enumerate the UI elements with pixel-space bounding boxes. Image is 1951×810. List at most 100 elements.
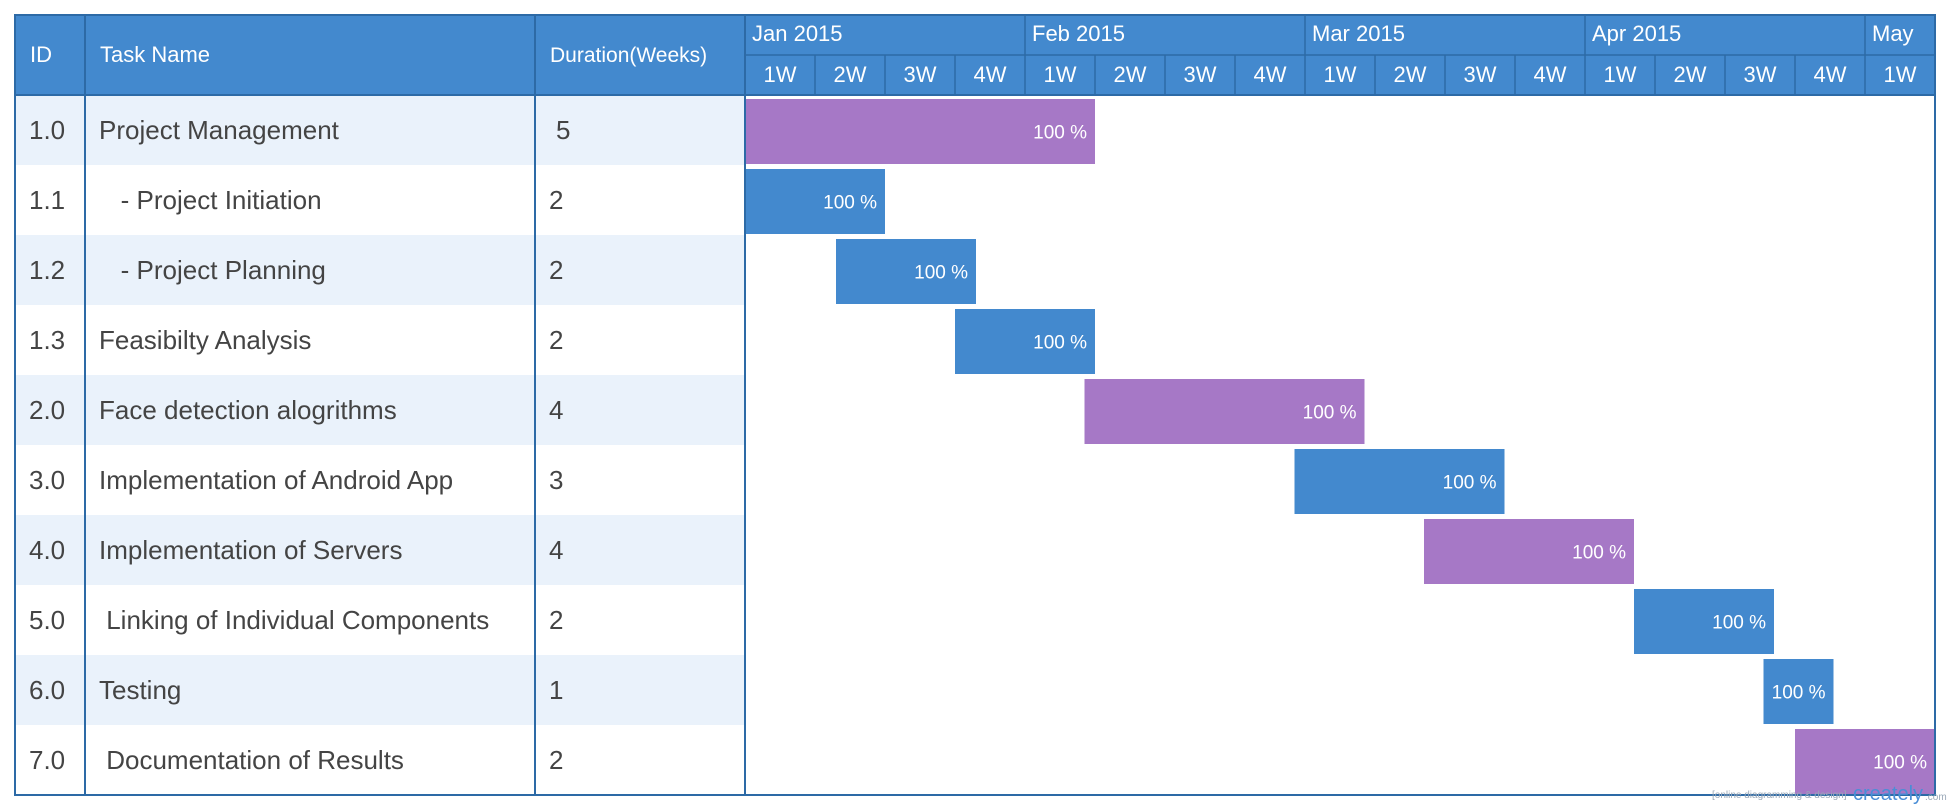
task-id: 3.0 <box>29 465 65 495</box>
column-header-id: ID <box>30 42 52 67</box>
month-label: Apr 2015 <box>1592 21 1681 46</box>
bar-rect <box>745 99 1095 164</box>
task-duration: 2 <box>549 605 563 635</box>
task-id: 1.1 <box>29 185 65 215</box>
task-id: 7.0 <box>29 745 65 775</box>
week-label: 3W <box>1744 62 1777 87</box>
bar-progress-label: 100 % <box>1443 473 1497 494</box>
task-name: Implementation of Servers <box>99 535 402 565</box>
bar-rect <box>1424 519 1634 584</box>
column-header-task-name: Task Name <box>100 42 210 67</box>
task-name: - Project Initiation <box>99 185 322 215</box>
table-row: 2.0 Face detection alogrithms 4 <box>29 395 563 425</box>
gantt-bar-1-0: 100 % <box>745 99 1095 164</box>
gantt-bar-1-1: 100 % <box>745 169 885 234</box>
table-row: 7.0 Documentation of Results 2 <box>29 745 563 775</box>
row-background <box>15 375 745 445</box>
week-label: 4W <box>974 62 1007 87</box>
task-duration: 2 <box>549 745 563 775</box>
watermark-logo: creately <box>1853 783 1923 805</box>
bar-progress-label: 100 % <box>1772 683 1826 704</box>
bar-rect <box>745 169 885 234</box>
week-label: 1W <box>1604 62 1637 87</box>
row-background <box>15 655 745 725</box>
month-label: May <box>1872 21 1914 46</box>
month-label: Mar 2015 <box>1312 21 1405 46</box>
bar-rect <box>836 239 976 304</box>
week-label: 2W <box>1114 62 1147 87</box>
gantt-bar-2-0: 100 % <box>1084 379 1365 444</box>
week-label: 2W <box>1674 62 1707 87</box>
column-header-duration: Duration(Weeks) <box>550 44 707 67</box>
task-name: Documentation of Results <box>99 745 404 775</box>
table-row: 4.0 Implementation of Servers 4 <box>29 535 563 565</box>
gantt-bar-3-0: 100 % <box>1294 449 1505 514</box>
task-duration: 5 <box>556 115 570 145</box>
week-label: 4W <box>1534 62 1567 87</box>
bar-progress-label: 100 % <box>1572 543 1626 564</box>
week-label: 4W <box>1814 62 1847 87</box>
bar-rect <box>955 309 1095 374</box>
gantt-bar-7-0: 100 % <box>1795 729 1935 794</box>
task-name: Implementation of Android App <box>99 465 453 495</box>
week-label: 1W <box>764 62 797 87</box>
row-background <box>15 515 745 585</box>
week-label: 3W <box>904 62 937 87</box>
table-row: 1.3 Feasibilty Analysis 2 <box>29 325 563 355</box>
week-label: 1W <box>1884 62 1917 87</box>
grid-lines <box>14 14 1936 796</box>
week-label: 3W <box>1464 62 1497 87</box>
watermark-suffix: .com <box>1925 792 1947 803</box>
table-row: 5.0 Linking of Individual Components 2 <box>29 605 563 635</box>
month-label: Jan 2015 <box>752 21 843 46</box>
gantt-bar-5-0: 100 % <box>1634 589 1774 654</box>
task-duration: 4 <box>549 535 563 565</box>
gantt-bar-1-3: 100 % <box>955 309 1095 374</box>
task-name: Project Management <box>99 115 340 145</box>
table-row: 1.0 Project Management 5 <box>29 115 570 145</box>
task-duration: 2 <box>549 255 563 285</box>
task-id: 1.0 <box>29 115 65 145</box>
row-background <box>15 235 745 305</box>
task-name: Testing <box>99 675 181 705</box>
bar-progress-label: 100 % <box>1303 403 1357 424</box>
bar-rect <box>1763 659 1834 724</box>
task-duration: 2 <box>549 185 563 215</box>
gantt-bar-4-0: 100 % <box>1424 519 1634 584</box>
row-backgrounds <box>15 95 745 725</box>
task-name: - Project Planning <box>99 255 326 285</box>
creately-watermark: [online diagramming & design] creately .… <box>1712 783 1947 805</box>
bar-progress-label: 100 % <box>823 193 877 214</box>
task-id: 1.2 <box>29 255 65 285</box>
task-id: 2.0 <box>29 395 65 425</box>
table-border <box>14 14 1936 796</box>
gantt-bar-1-2: 100 % <box>836 239 976 304</box>
week-label: 1W <box>1044 62 1077 87</box>
task-name: Feasibilty Analysis <box>99 325 311 355</box>
task-duration: 2 <box>549 325 563 355</box>
week-label: 4W <box>1254 62 1287 87</box>
gantt-bars: 100 % 100 % 100 % 100 % 100 % 100 % 100 % 100 %… <box>745 99 1935 794</box>
task-name: Face detection alogrithms <box>99 395 397 425</box>
task-id: 5.0 <box>29 605 65 635</box>
bar-rect <box>1795 729 1935 794</box>
task-duration: 1 <box>549 675 563 705</box>
bar-progress-label: 100 % <box>1873 753 1927 774</box>
bar-progress-label: 100 % <box>1712 613 1766 634</box>
table-row: 6.0 Testing 1 <box>29 675 563 705</box>
watermark-tagline: [online diagramming & design] <box>1712 790 1847 801</box>
task-duration: 3 <box>549 465 563 495</box>
task-duration: 4 <box>549 395 563 425</box>
table-header: ID Task Name Duration(Weeks) <box>30 42 707 67</box>
bar-rect <box>1634 589 1774 654</box>
task-id: 6.0 <box>29 675 65 705</box>
week-label: 2W <box>1394 62 1427 87</box>
bar-progress-label: 100 % <box>1033 123 1087 144</box>
table-row: 1.2 - Project Planning 2 <box>29 255 563 285</box>
bar-progress-label: 100 % <box>914 263 968 284</box>
task-id: 1.3 <box>29 325 65 355</box>
week-label: 2W <box>834 62 867 87</box>
row-background <box>15 95 745 165</box>
month-label: Feb 2015 <box>1032 21 1125 46</box>
